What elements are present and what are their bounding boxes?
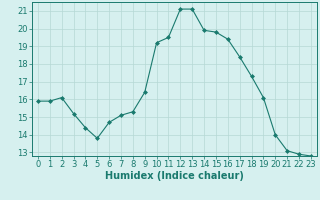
X-axis label: Humidex (Indice chaleur): Humidex (Indice chaleur)	[105, 171, 244, 181]
